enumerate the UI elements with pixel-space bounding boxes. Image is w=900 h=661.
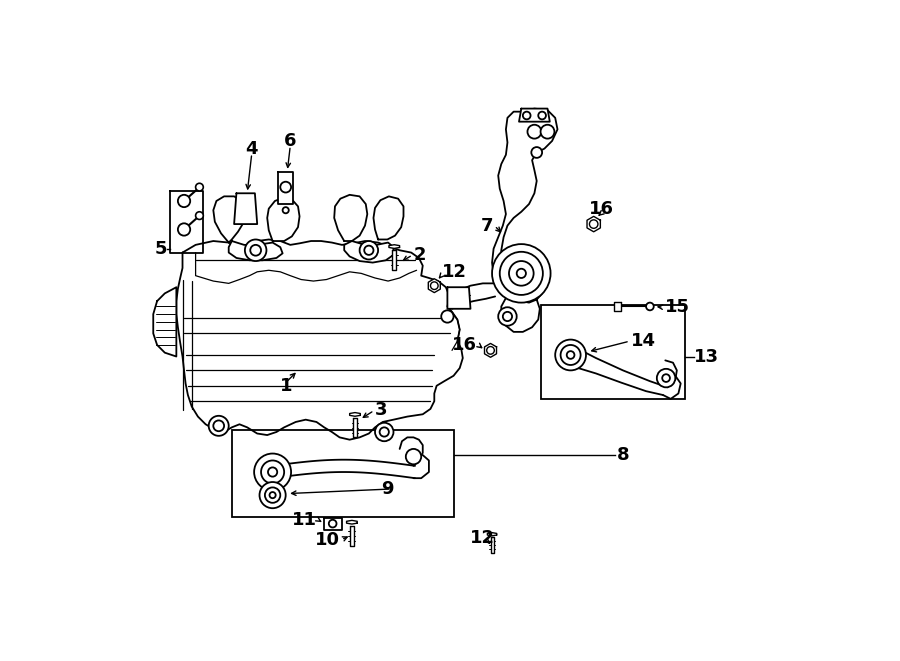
Circle shape	[250, 245, 261, 256]
Polygon shape	[389, 245, 400, 249]
Polygon shape	[278, 172, 293, 204]
Text: 16: 16	[589, 200, 614, 217]
Text: 13: 13	[694, 348, 719, 366]
Circle shape	[213, 420, 224, 431]
Polygon shape	[176, 239, 463, 440]
Bar	[541, 305, 685, 399]
Circle shape	[380, 428, 389, 437]
Circle shape	[265, 487, 280, 503]
Text: 15: 15	[665, 298, 690, 316]
Bar	[232, 430, 454, 517]
Circle shape	[523, 112, 531, 120]
Circle shape	[487, 346, 494, 354]
Circle shape	[430, 282, 438, 290]
Text: 16: 16	[452, 336, 477, 354]
Polygon shape	[428, 279, 440, 293]
Circle shape	[269, 492, 275, 498]
Circle shape	[517, 269, 526, 278]
Circle shape	[541, 125, 554, 139]
Text: 10: 10	[315, 531, 339, 549]
Circle shape	[499, 307, 517, 326]
Circle shape	[261, 461, 284, 484]
Polygon shape	[350, 412, 360, 416]
Circle shape	[178, 195, 190, 207]
Polygon shape	[492, 108, 557, 332]
Polygon shape	[213, 196, 246, 243]
Circle shape	[662, 374, 670, 382]
Circle shape	[555, 340, 586, 370]
Polygon shape	[392, 251, 396, 270]
Circle shape	[364, 246, 373, 255]
Text: 5: 5	[155, 240, 167, 258]
Text: 9: 9	[381, 480, 393, 498]
Polygon shape	[267, 198, 300, 241]
Circle shape	[375, 423, 393, 442]
Circle shape	[268, 467, 277, 477]
Polygon shape	[346, 520, 357, 524]
Circle shape	[195, 212, 203, 219]
Text: 6: 6	[284, 132, 297, 150]
Circle shape	[283, 207, 289, 214]
Text: 14: 14	[631, 332, 655, 350]
Circle shape	[280, 182, 291, 192]
Circle shape	[328, 520, 337, 527]
Circle shape	[561, 345, 581, 365]
Polygon shape	[488, 533, 497, 536]
Polygon shape	[344, 241, 393, 262]
Circle shape	[492, 244, 551, 303]
Polygon shape	[234, 193, 257, 224]
Polygon shape	[519, 108, 550, 122]
Circle shape	[254, 453, 291, 490]
Circle shape	[590, 220, 598, 228]
Polygon shape	[491, 537, 493, 553]
Circle shape	[259, 482, 285, 508]
Circle shape	[209, 416, 229, 436]
Circle shape	[500, 252, 543, 295]
Text: 11: 11	[292, 511, 317, 529]
Polygon shape	[587, 216, 600, 232]
Circle shape	[245, 239, 266, 261]
Polygon shape	[350, 526, 354, 546]
Text: 1: 1	[279, 377, 292, 395]
Text: 8: 8	[616, 446, 629, 464]
Circle shape	[527, 125, 541, 139]
Circle shape	[531, 147, 542, 158]
Circle shape	[646, 303, 653, 310]
Polygon shape	[153, 288, 176, 356]
Polygon shape	[229, 241, 283, 260]
Text: 12: 12	[471, 529, 495, 547]
Polygon shape	[447, 288, 471, 309]
Circle shape	[195, 183, 203, 191]
Polygon shape	[334, 195, 367, 241]
Text: 12: 12	[442, 263, 467, 281]
Circle shape	[538, 112, 546, 120]
Circle shape	[441, 310, 454, 323]
Text: 2: 2	[413, 246, 426, 264]
Polygon shape	[374, 196, 403, 239]
Polygon shape	[484, 344, 497, 358]
Circle shape	[360, 241, 378, 260]
Circle shape	[509, 261, 534, 286]
Text: 3: 3	[375, 401, 388, 420]
Circle shape	[503, 312, 512, 321]
Circle shape	[178, 223, 190, 235]
Circle shape	[567, 351, 574, 359]
Circle shape	[406, 449, 421, 464]
Polygon shape	[614, 302, 621, 311]
Polygon shape	[324, 518, 342, 529]
Polygon shape	[353, 418, 357, 438]
Text: 7: 7	[482, 217, 493, 235]
Text: 4: 4	[246, 139, 258, 157]
Circle shape	[657, 369, 675, 387]
